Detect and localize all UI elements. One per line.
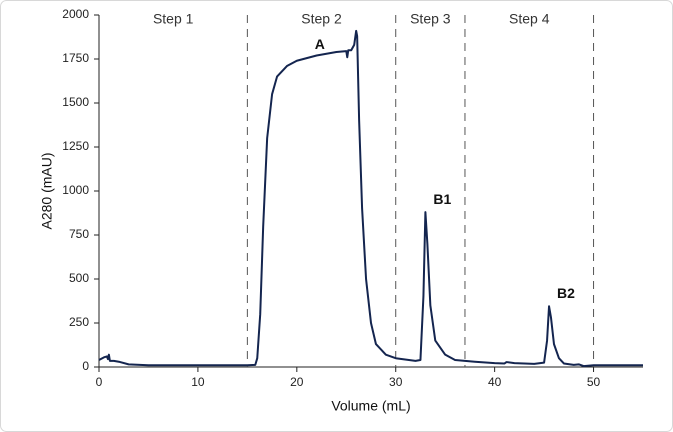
x-tick-label: 50: [587, 375, 601, 389]
y-tick-label: 750: [69, 227, 89, 241]
x-tick-label: 20: [290, 375, 304, 389]
y-tick-label: 500: [69, 271, 89, 285]
step-label: Step 2: [301, 11, 342, 27]
x-tick-label: 40: [488, 375, 502, 389]
y-axis-title: A280 (mAU): [39, 152, 55, 229]
x-tick-label: 30: [389, 375, 403, 389]
step-label: Step 3: [410, 11, 451, 27]
peak-label: A: [315, 36, 325, 52]
x-tick-label: 10: [191, 375, 205, 389]
y-tick-label: 2000: [62, 7, 89, 21]
y-tick-label: 1500: [62, 95, 89, 109]
peak-label: B1: [433, 191, 451, 207]
y-tick-label: 1250: [62, 139, 89, 153]
step-label: Step 1: [153, 11, 194, 27]
x-tick-label: 0: [96, 375, 103, 389]
y-tick-label: 0: [82, 359, 89, 373]
trace-line: [98, 29, 643, 368]
y-tick-label: 250: [69, 315, 89, 329]
x-axis-title: Volume (mL): [331, 398, 410, 414]
y-tick-label: 1000: [62, 183, 89, 197]
peak-label: B2: [557, 285, 575, 301]
y-tick-label: 1750: [62, 51, 89, 65]
step-label: Step 4: [509, 11, 550, 27]
